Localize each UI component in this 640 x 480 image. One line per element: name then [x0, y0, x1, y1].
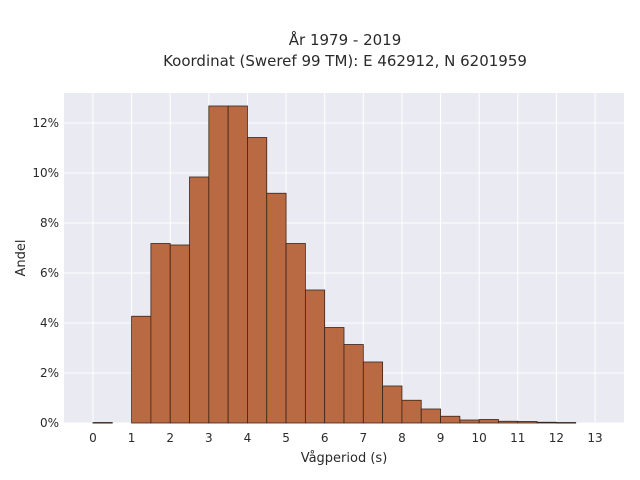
x-tick-label: 6: [321, 431, 329, 445]
x-tick-label: 3: [205, 431, 213, 445]
histogram-bar: [189, 176, 210, 424]
x-tick-label: 4: [244, 431, 252, 445]
histogram-bar: [92, 422, 113, 424]
x-tick-label: 1: [128, 431, 136, 445]
x-tick-label: 5: [282, 431, 290, 445]
y-tick-label: 10%: [32, 166, 59, 180]
histogram-bar: [285, 243, 306, 424]
x-tick-label: 9: [437, 431, 445, 445]
histogram-bar: [227, 105, 248, 424]
histogram-bar: [459, 419, 480, 424]
histogram-bar: [420, 408, 441, 424]
x-axis-label: Vågperiod (s): [301, 451, 388, 466]
chart-title: År 1979 - 2019: [289, 30, 402, 49]
histogram-bar: [382, 385, 403, 424]
histogram-bar: [324, 327, 345, 424]
x-axis-ticks: 0 1 2 3 4 5 6 7 8 9 10 11 12 13: [89, 431, 603, 445]
x-tick-label: 12: [549, 431, 564, 445]
histogram-bar: [517, 421, 538, 424]
y-tick-label: 4%: [40, 316, 59, 330]
y-tick-label: 2%: [40, 366, 59, 380]
histogram-bar: [131, 315, 152, 424]
x-tick-label: 7: [359, 431, 367, 445]
y-axis-ticks: 0% 2% 4% 6% 8% 10% 12%: [32, 116, 59, 430]
histogram-bar: [478, 419, 499, 424]
y-tick-label: 6%: [40, 266, 59, 280]
histogram-bar: [304, 289, 326, 424]
y-tick-label: 8%: [40, 216, 59, 230]
y-axis-label: Andel: [14, 240, 29, 277]
histogram-bar: [440, 415, 461, 424]
histogram-bar: [401, 399, 422, 424]
x-tick-label: 11: [510, 431, 525, 445]
histogram-bar: [208, 105, 229, 424]
histogram-bar: [536, 421, 557, 424]
histogram-bar: [362, 361, 384, 424]
histogram-bar: [343, 344, 364, 424]
y-tick-label: 12%: [32, 116, 59, 130]
histogram-bar: [169, 244, 190, 424]
chart-subtitle: Koordinat (Sweref 99 TM): E 462912, N 62…: [163, 52, 527, 70]
histogram-bar: [498, 420, 519, 424]
histogram-bar: [247, 137, 268, 424]
histogram-bars: [92, 105, 577, 424]
x-tick-label: 0: [89, 431, 97, 445]
x-tick-label: 8: [398, 431, 406, 445]
histogram-bar: [150, 243, 171, 424]
x-tick-label: 13: [587, 431, 602, 445]
histogram-bar: [266, 192, 287, 424]
histogram-bar: [556, 422, 577, 424]
y-tick-label: 0%: [40, 416, 59, 430]
x-tick-label: 2: [166, 431, 174, 445]
x-tick-label: 10: [472, 431, 487, 445]
